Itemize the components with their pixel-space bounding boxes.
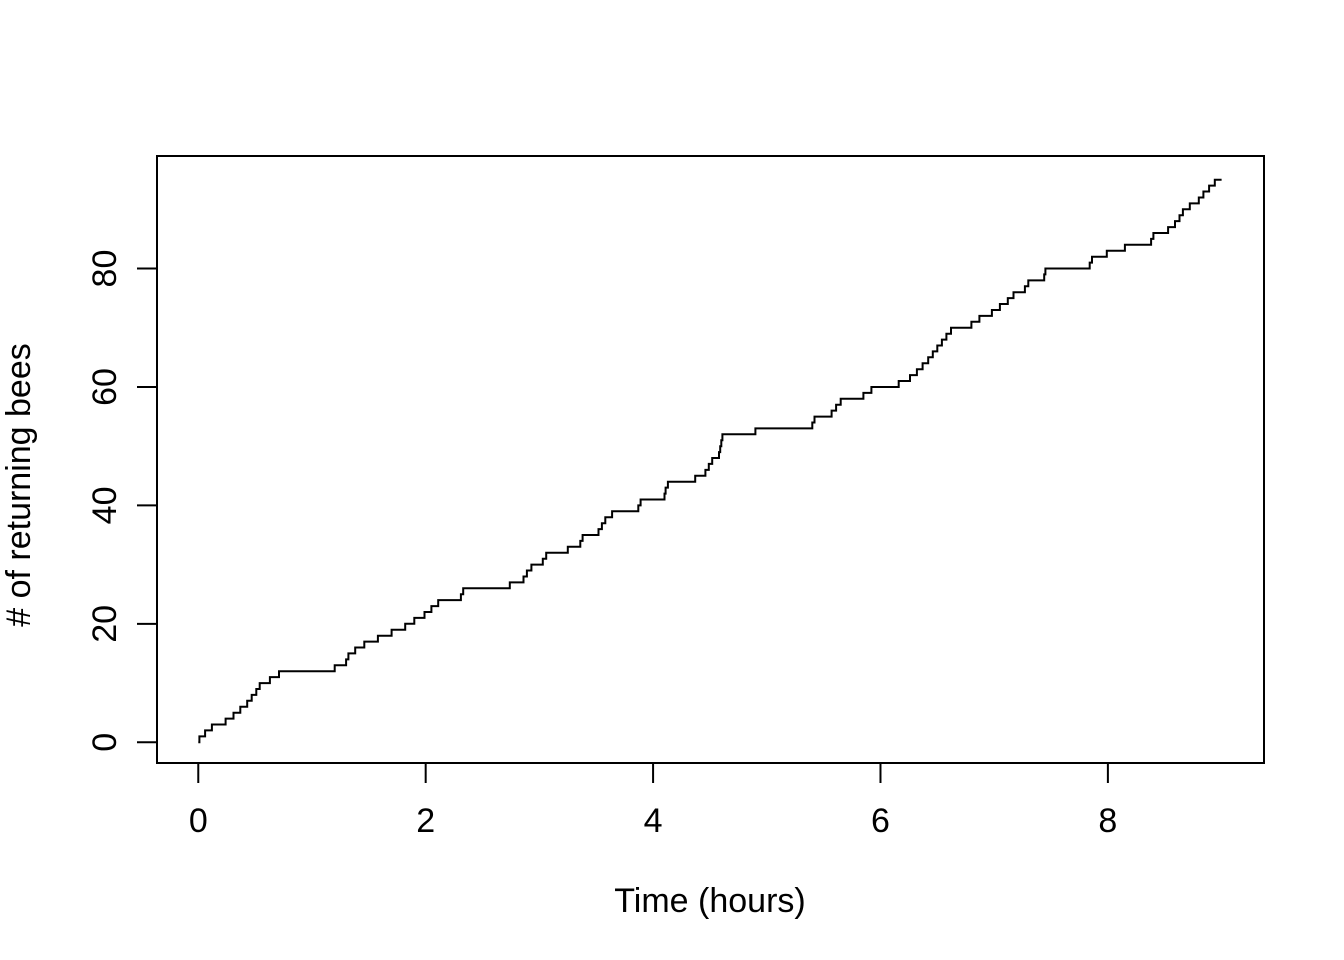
y-axis-label: # of returning bees (0, 343, 38, 627)
plot-border (156, 155, 1265, 764)
y-tick-label: 80 (86, 250, 124, 288)
y-tick-label: 60 (86, 368, 124, 406)
x-tick-label: 2 (416, 802, 435, 840)
x-tick-label: 0 (189, 802, 208, 840)
y-tick-label: 40 (86, 486, 124, 524)
x-tick-label: 6 (871, 802, 890, 840)
x-tick-label: 4 (644, 802, 663, 840)
x-tick-label: 8 (1098, 802, 1117, 840)
step-line (198, 178, 1222, 744)
y-tick-label: 0 (86, 733, 124, 752)
y-tick-label: 20 (86, 605, 124, 643)
x-axis-label: Time (hours) (614, 882, 805, 920)
